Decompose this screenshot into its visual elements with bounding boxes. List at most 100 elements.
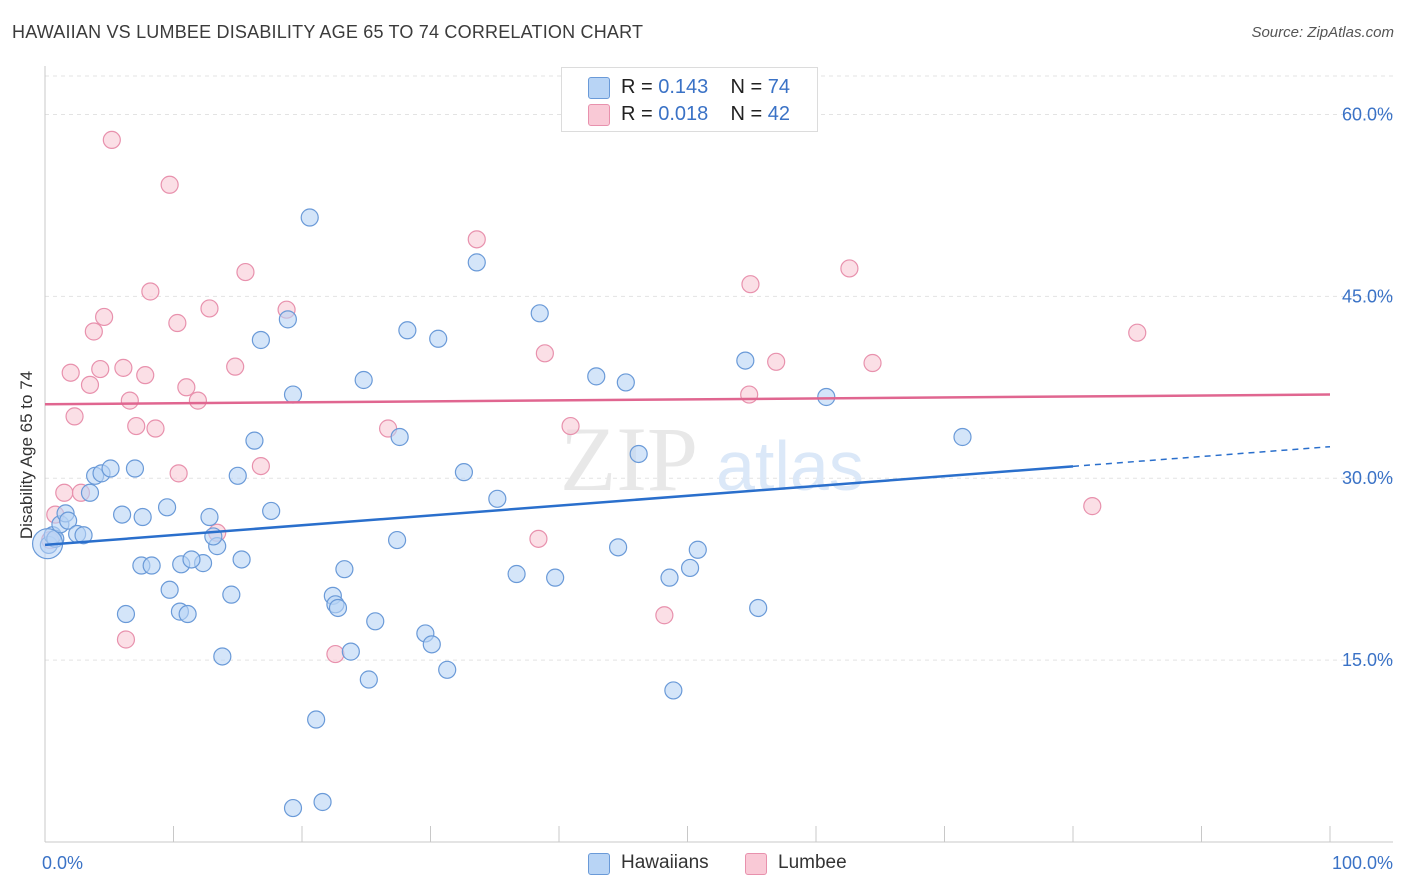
legend-swatch-lumbee xyxy=(588,104,610,126)
legend-label-lumbee: Lumbee xyxy=(778,852,847,873)
lumbee-point xyxy=(116,630,136,649)
lumbee-point xyxy=(102,130,121,150)
x-tick-label: 100.0% xyxy=(1332,853,1393,873)
lumbee-point xyxy=(740,385,759,404)
trend-line-lumbee xyxy=(44,393,1331,406)
hawaiians-point xyxy=(546,568,565,587)
legend-n-value: 42 xyxy=(767,103,791,125)
hawaiians-point xyxy=(488,489,507,508)
lumbee-point xyxy=(95,307,114,327)
hawaiians-point xyxy=(157,498,177,517)
lumbee-point xyxy=(840,259,859,278)
lumbee-point xyxy=(84,322,103,341)
hawaiians-point xyxy=(366,612,385,631)
lumbee-point xyxy=(114,358,133,377)
tick-labels: 15.0% 30.0% 45.0% 60.0% 0.0% 100.0% xyxy=(42,104,1393,873)
lumbee-point xyxy=(127,416,146,436)
hawaiians-point xyxy=(283,798,303,818)
hawaiians-point xyxy=(222,585,241,604)
hawaiians-point xyxy=(609,538,628,557)
source-label: Source: ZipAtlas.com xyxy=(1251,24,1394,41)
lumbee-point xyxy=(55,483,74,502)
lumbee-point xyxy=(226,357,245,376)
watermark-zip: ZIP xyxy=(560,408,698,510)
watermark-atlas: atlas xyxy=(716,427,864,505)
y-tick-label: 30.0% xyxy=(1342,468,1393,488)
hawaiians-point xyxy=(112,505,132,524)
hawaiians-points xyxy=(31,208,972,818)
hawaiians-point xyxy=(422,635,441,654)
trend-lines xyxy=(44,393,1331,547)
y-tick-label: 60.0% xyxy=(1342,104,1393,124)
legend-r-value: 0.018 xyxy=(658,103,709,125)
legend-swatch-lumbee xyxy=(745,853,767,875)
legend-n-value: 74 xyxy=(767,76,791,98)
lumbee-point xyxy=(65,407,84,426)
correlation-legend: R = 0.143 N = 74 R = 0.018 N = 42 xyxy=(561,67,818,132)
hawaiians-point xyxy=(736,351,755,370)
lumbee-point xyxy=(236,262,255,282)
lumbee-point xyxy=(529,529,548,548)
hawaiians-point xyxy=(262,501,281,521)
hawaiians-point xyxy=(213,647,232,666)
lumbee-point xyxy=(561,416,580,436)
legend-swatch-hawaiians xyxy=(588,853,610,875)
x-tick-label: 0.0% xyxy=(42,853,83,873)
hawaiians-point xyxy=(664,681,683,700)
hawaiians-point xyxy=(328,598,348,618)
lumbee-point xyxy=(91,359,110,379)
lumbee-point xyxy=(188,391,208,410)
hawaiians-point xyxy=(228,466,247,485)
hawaiians-point xyxy=(660,568,679,587)
chart-title: HAWAIIAN VS LUMBEE DISABILITY AGE 65 TO … xyxy=(12,22,644,42)
hawaiians-point xyxy=(530,304,549,323)
hawaiians-point xyxy=(178,604,197,624)
lumbee-point xyxy=(251,456,270,476)
hawaiians-point xyxy=(688,540,707,559)
hawaiians-point xyxy=(278,310,297,329)
hawaiians-point xyxy=(354,370,373,390)
lumbee-point xyxy=(1083,497,1102,516)
lumbee-point xyxy=(1128,323,1147,342)
hawaiians-point xyxy=(59,511,78,530)
hawaiians-point xyxy=(817,387,836,407)
hawaiians-point xyxy=(398,321,417,340)
hawaiians-point xyxy=(116,604,136,624)
legend-r-value: 0.143 xyxy=(658,76,709,98)
hawaiians-point xyxy=(125,459,145,478)
hawaiians-point xyxy=(200,507,219,527)
lumbee-point xyxy=(61,363,80,382)
hawaiians-point xyxy=(467,253,486,272)
hawaiians-point xyxy=(313,792,332,812)
hawaiians-point xyxy=(74,526,93,545)
hawaiians-point xyxy=(245,431,264,450)
lumbee-point xyxy=(146,419,165,438)
lumbee-point xyxy=(80,375,100,394)
lumbee-point xyxy=(141,282,160,301)
trend-line-hawaiians xyxy=(44,465,1074,547)
y-axis-label: Disability Age 65 to 74 xyxy=(17,370,36,540)
axes xyxy=(44,66,1393,843)
hawaiians-point xyxy=(142,556,161,575)
lumbee-point xyxy=(136,366,155,385)
lumbee-point xyxy=(535,344,554,363)
legend-n-label: N = xyxy=(730,103,763,125)
grid-lines xyxy=(45,75,1393,661)
legend-n-label: N = xyxy=(730,76,763,98)
hawaiians-point xyxy=(160,580,179,599)
lumbee-point xyxy=(168,313,187,333)
legend-swatch-hawaiians xyxy=(588,77,610,99)
hawaiians-point xyxy=(283,385,303,404)
lumbee-point xyxy=(767,352,786,371)
hawaiians-point xyxy=(587,367,606,386)
lumbee-points xyxy=(41,130,1147,664)
hawaiians-point xyxy=(616,373,635,392)
hawaiians-point xyxy=(387,530,407,550)
hawaiians-point xyxy=(101,459,120,478)
hawaiians-point xyxy=(507,564,526,584)
lumbee-point xyxy=(326,644,345,664)
lumbee-point xyxy=(120,391,139,410)
hawaiians-point xyxy=(438,660,457,679)
lumbee-point xyxy=(741,275,760,294)
